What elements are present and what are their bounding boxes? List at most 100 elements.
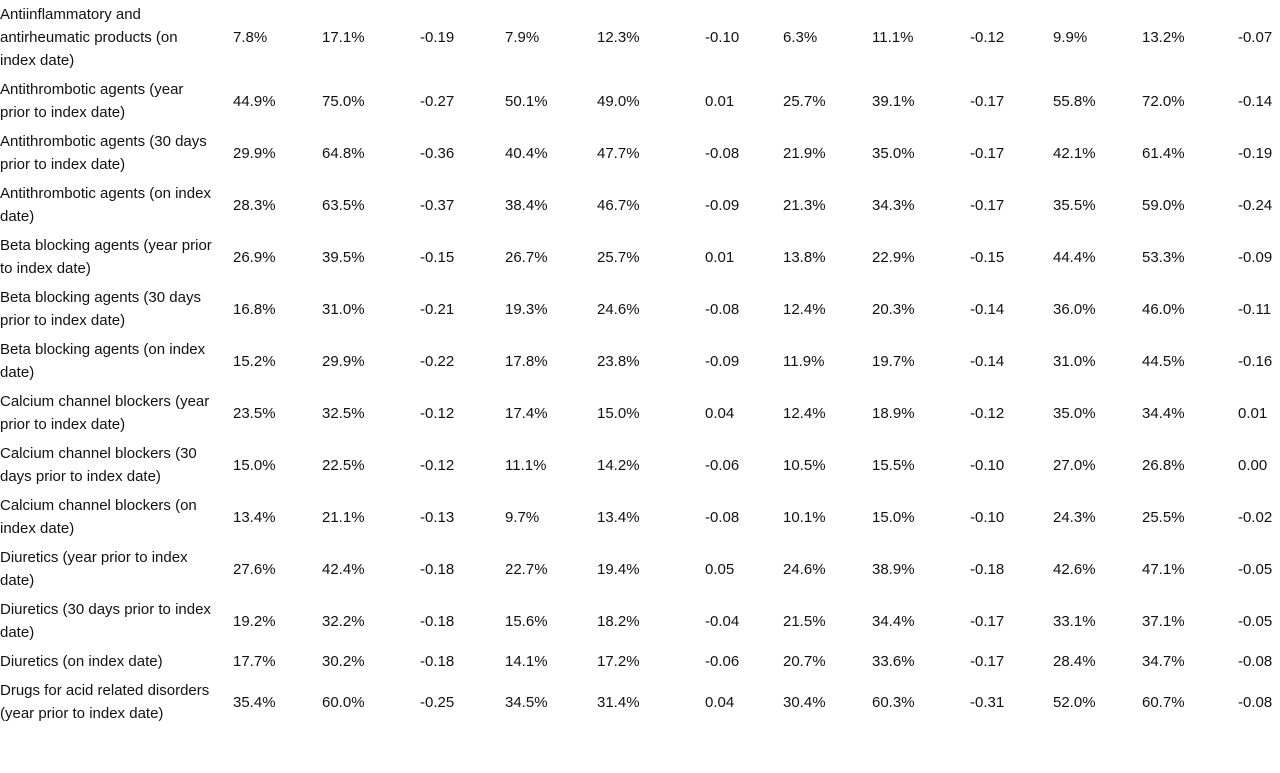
- cell-value: 13.8%: [783, 248, 826, 266]
- cell-value: 17.7%: [233, 653, 276, 670]
- cell-value: -0.09: [705, 196, 740, 214]
- cell-value: 24.6%: [783, 560, 826, 578]
- cell-value: 21.1%: [322, 508, 365, 526]
- cell-value: -0.17: [970, 92, 1005, 110]
- row-label: Antithrombotic agents (on index date): [0, 185, 211, 225]
- cell-value: 32.2%: [322, 612, 365, 630]
- row-label: Calcium channel blockers (year prior to …: [0, 393, 210, 433]
- cell-value: 37.1%: [1142, 612, 1185, 630]
- cell-value: 30.2%: [322, 653, 365, 670]
- cell-value: -0.06: [705, 456, 740, 474]
- cell-value: 29.9%: [233, 144, 276, 162]
- row-label: Beta blocking agents (30 days prior to i…: [0, 289, 201, 329]
- cell-value: -0.12: [970, 404, 1005, 422]
- cell-value: -0.19: [420, 29, 455, 46]
- cell-value: 0.04: [705, 693, 735, 711]
- cell-value: -0.17: [970, 653, 1005, 670]
- cell-value: 55.8%: [1053, 92, 1096, 110]
- cell-value: 25.7%: [597, 248, 640, 266]
- cell-value: 34.3%: [872, 196, 915, 214]
- cell-value: 46.0%: [1142, 300, 1185, 318]
- cell-value: 0.01: [705, 248, 735, 266]
- cell-value: 20.3%: [872, 300, 915, 318]
- row-label: Calcium channel blockers (on index date): [0, 497, 197, 537]
- cell-value: 25.5%: [1142, 508, 1185, 526]
- cell-value: -0.08: [705, 300, 740, 318]
- table-row: Antiinflammatory and antirheumatic produ…: [0, 0, 1280, 75]
- cell-value: 7.8%: [233, 29, 268, 46]
- cell-value: 15.6%: [505, 612, 548, 630]
- row-label: Calcium channel blockers (30 days prior …: [0, 445, 197, 485]
- cell-value: 13.4%: [597, 508, 640, 526]
- cell-value: 50.1%: [505, 92, 548, 110]
- table-row: Antithrombotic agents (30 days prior to …: [0, 127, 1280, 179]
- cell-value: 44.4%: [1053, 248, 1096, 266]
- cell-value: 28.3%: [233, 196, 276, 214]
- cell-value: 59.0%: [1142, 196, 1185, 214]
- cell-value: 6.3%: [783, 29, 818, 46]
- cell-value: -0.12: [420, 404, 455, 422]
- cell-value: 75.0%: [322, 92, 365, 110]
- cell-value: 49.0%: [597, 92, 640, 110]
- cell-value: 17.8%: [505, 352, 548, 370]
- cell-value: 11.1%: [872, 29, 914, 46]
- cell-value: 44.5%: [1142, 352, 1185, 370]
- cell-value: -0.08: [1238, 693, 1273, 711]
- cell-value: 0.05: [705, 560, 735, 578]
- cell-value: -0.24: [1238, 196, 1273, 214]
- cell-value: 61.4%: [1142, 144, 1185, 162]
- cell-value: 11.9%: [783, 352, 825, 370]
- cell-value: 0.01: [1238, 404, 1268, 422]
- cell-value: 18.9%: [872, 404, 915, 422]
- cell-value: 47.7%: [597, 144, 640, 162]
- cell-value: 13.2%: [1142, 29, 1185, 46]
- cell-value: 27.6%: [233, 560, 276, 578]
- cell-value: 15.0%: [233, 456, 276, 474]
- cell-value: 22.9%: [872, 248, 915, 266]
- cell-value: -0.10: [970, 508, 1005, 526]
- cell-value: 34.4%: [872, 612, 915, 630]
- cell-value: -0.12: [970, 29, 1005, 46]
- cell-value: -0.15: [420, 248, 455, 266]
- cell-value: -0.17: [970, 196, 1005, 214]
- row-label: Antiinflammatory and antirheumatic produ…: [0, 6, 178, 69]
- cell-value: 34.4%: [1142, 404, 1185, 422]
- row-label: Diuretics (year prior to index date): [0, 549, 188, 589]
- cell-value: -0.27: [420, 92, 455, 110]
- cell-value: 42.6%: [1053, 560, 1096, 578]
- cell-value: 35.0%: [872, 144, 915, 162]
- table-row: Diuretics (on index date) 17.7% 30.2% -0.18…: [0, 647, 1280, 676]
- cell-value: 63.5%: [322, 196, 365, 214]
- cell-value: 22.7%: [505, 560, 548, 578]
- cell-value: -0.31: [970, 693, 1005, 711]
- cell-value: -0.12: [420, 456, 455, 474]
- cell-value: -0.37: [420, 196, 455, 214]
- cell-value: 0.04: [705, 404, 735, 422]
- row-label: Antithrombotic agents (30 days prior to …: [0, 133, 207, 173]
- cell-value: 23.8%: [597, 352, 640, 370]
- cell-value: 31.4%: [597, 693, 640, 711]
- cell-value: 31.0%: [1053, 352, 1096, 370]
- cell-value: -0.17: [970, 144, 1005, 162]
- cell-value: -0.08: [705, 144, 740, 162]
- cell-value: -0.07: [1238, 29, 1273, 46]
- table-row: Drugs for acid related disorders (year p…: [0, 676, 1280, 728]
- table-row: Diuretics (year prior to index date) 27.6…: [0, 543, 1280, 595]
- cell-value: 12.4%: [783, 404, 826, 422]
- cell-value: -0.18: [420, 612, 455, 630]
- cell-value: 12.3%: [597, 29, 640, 46]
- cell-value: -0.14: [1238, 92, 1273, 110]
- cell-value: 0.01: [705, 92, 735, 110]
- cell-value: 10.5%: [783, 456, 826, 474]
- cell-value: 23.5%: [233, 404, 276, 422]
- cell-value: 21.3%: [783, 196, 826, 214]
- cell-value: 18.2%: [597, 612, 640, 630]
- cell-value: 60.7%: [1142, 693, 1185, 711]
- cell-value: 39.1%: [872, 92, 915, 110]
- cell-value: 14.1%: [505, 653, 548, 670]
- cell-value: 47.1%: [1142, 560, 1185, 578]
- cell-value: 26.8%: [1142, 456, 1185, 474]
- row-label: Diuretics (on index date): [0, 653, 163, 670]
- cell-value: -0.05: [1238, 560, 1273, 578]
